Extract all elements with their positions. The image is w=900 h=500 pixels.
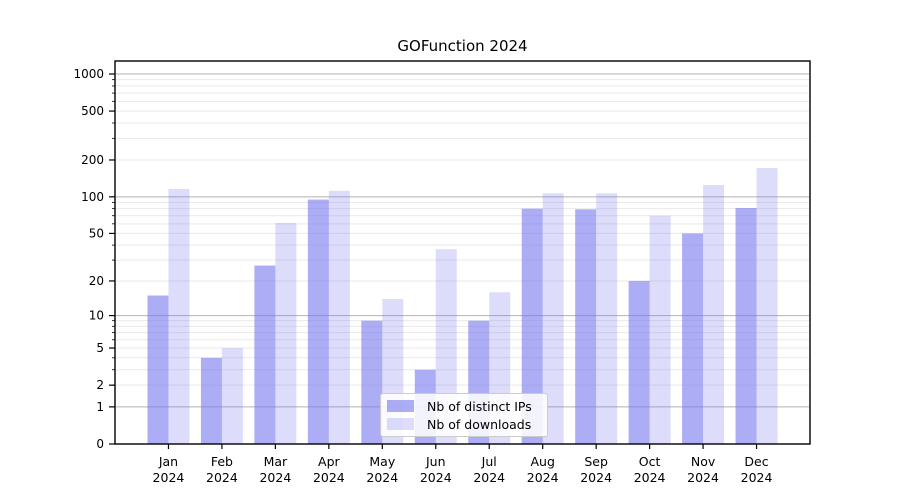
y-axis-tick-label: 20 — [89, 274, 104, 288]
y-axis-tick-label: 500 — [81, 104, 104, 118]
chart-title: GOFunction 2024 — [397, 37, 528, 55]
x-axis-tick-label: Aug 2024 — [527, 454, 559, 485]
x-axis-tick-label: Feb 2024 — [206, 454, 238, 485]
legend-box: Nb of distinct IPs Nb of downloads — [380, 393, 548, 437]
bar-distinct-ips-feb — [200, 357, 222, 444]
legend-swatch-downloads — [387, 418, 414, 430]
legend-row-downloads: Nb of downloads — [387, 416, 547, 432]
bar-downloads-feb — [221, 348, 243, 444]
bar-downloads-oct — [649, 215, 671, 444]
bar-distinct-ips-may — [361, 320, 383, 444]
y-axis-tick-label: 5 — [96, 341, 104, 355]
bar-downloads-jan — [168, 188, 190, 444]
legend-label-downloads: Nb of downloads — [427, 416, 532, 432]
bar-distinct-ips-aug — [521, 208, 543, 444]
x-axis-tick-label: Apr 2024 — [313, 454, 345, 485]
y-axis-tick-label: 200 — [81, 153, 104, 167]
bar-downloads-aug — [542, 193, 564, 444]
x-axis-tick-label: Dec 2024 — [741, 454, 773, 485]
x-axis-tick-label: Mar 2024 — [259, 454, 291, 485]
bar-distinct-ips-apr — [307, 199, 329, 444]
x-axis-tick-label: Sep 2024 — [580, 454, 612, 485]
bar-distinct-ips-jan — [147, 295, 169, 444]
y-axis-tick-label: 0 — [96, 437, 104, 451]
y-axis-tick-label: 1000 — [73, 67, 104, 81]
legend-row-distinct-ips: Nb of distinct IPs — [387, 398, 547, 414]
x-axis-tick-label: Jan 2024 — [153, 454, 185, 485]
bar-downloads-apr — [328, 190, 350, 444]
y-axis-tick-label: 1 — [96, 400, 104, 414]
bar-distinct-ips-mar — [254, 265, 276, 444]
x-axis-tick-label: Jun 2024 — [420, 454, 452, 485]
y-axis-tick-label: 100 — [81, 190, 104, 204]
legend-swatch-distinct-ips — [387, 400, 414, 412]
bar-distinct-ips-sep — [575, 209, 597, 444]
bar-distinct-ips-oct — [628, 280, 650, 444]
y-axis-tick-label: 50 — [89, 226, 104, 240]
bar-downloads-mar — [275, 222, 297, 444]
x-axis-tick-label: May 2024 — [366, 454, 398, 485]
bar-downloads-nov — [703, 184, 725, 444]
y-axis-tick-label: 10 — [89, 309, 104, 323]
x-axis-tick-label: Jul 2024 — [473, 454, 505, 485]
legend-label-distinct-ips: Nb of distinct IPs — [427, 398, 532, 414]
bar-distinct-ips-nov — [682, 233, 704, 444]
plot-border — [114, 60, 811, 445]
bar-distinct-ips-dec — [735, 207, 757, 444]
x-axis-tick-label: Nov 2024 — [687, 454, 719, 485]
bar-downloads-sep — [596, 193, 618, 444]
bar-downloads-dec — [756, 168, 778, 444]
x-axis-tick-label: Oct 2024 — [634, 454, 666, 485]
y-axis-tick-label: 2 — [96, 378, 104, 392]
